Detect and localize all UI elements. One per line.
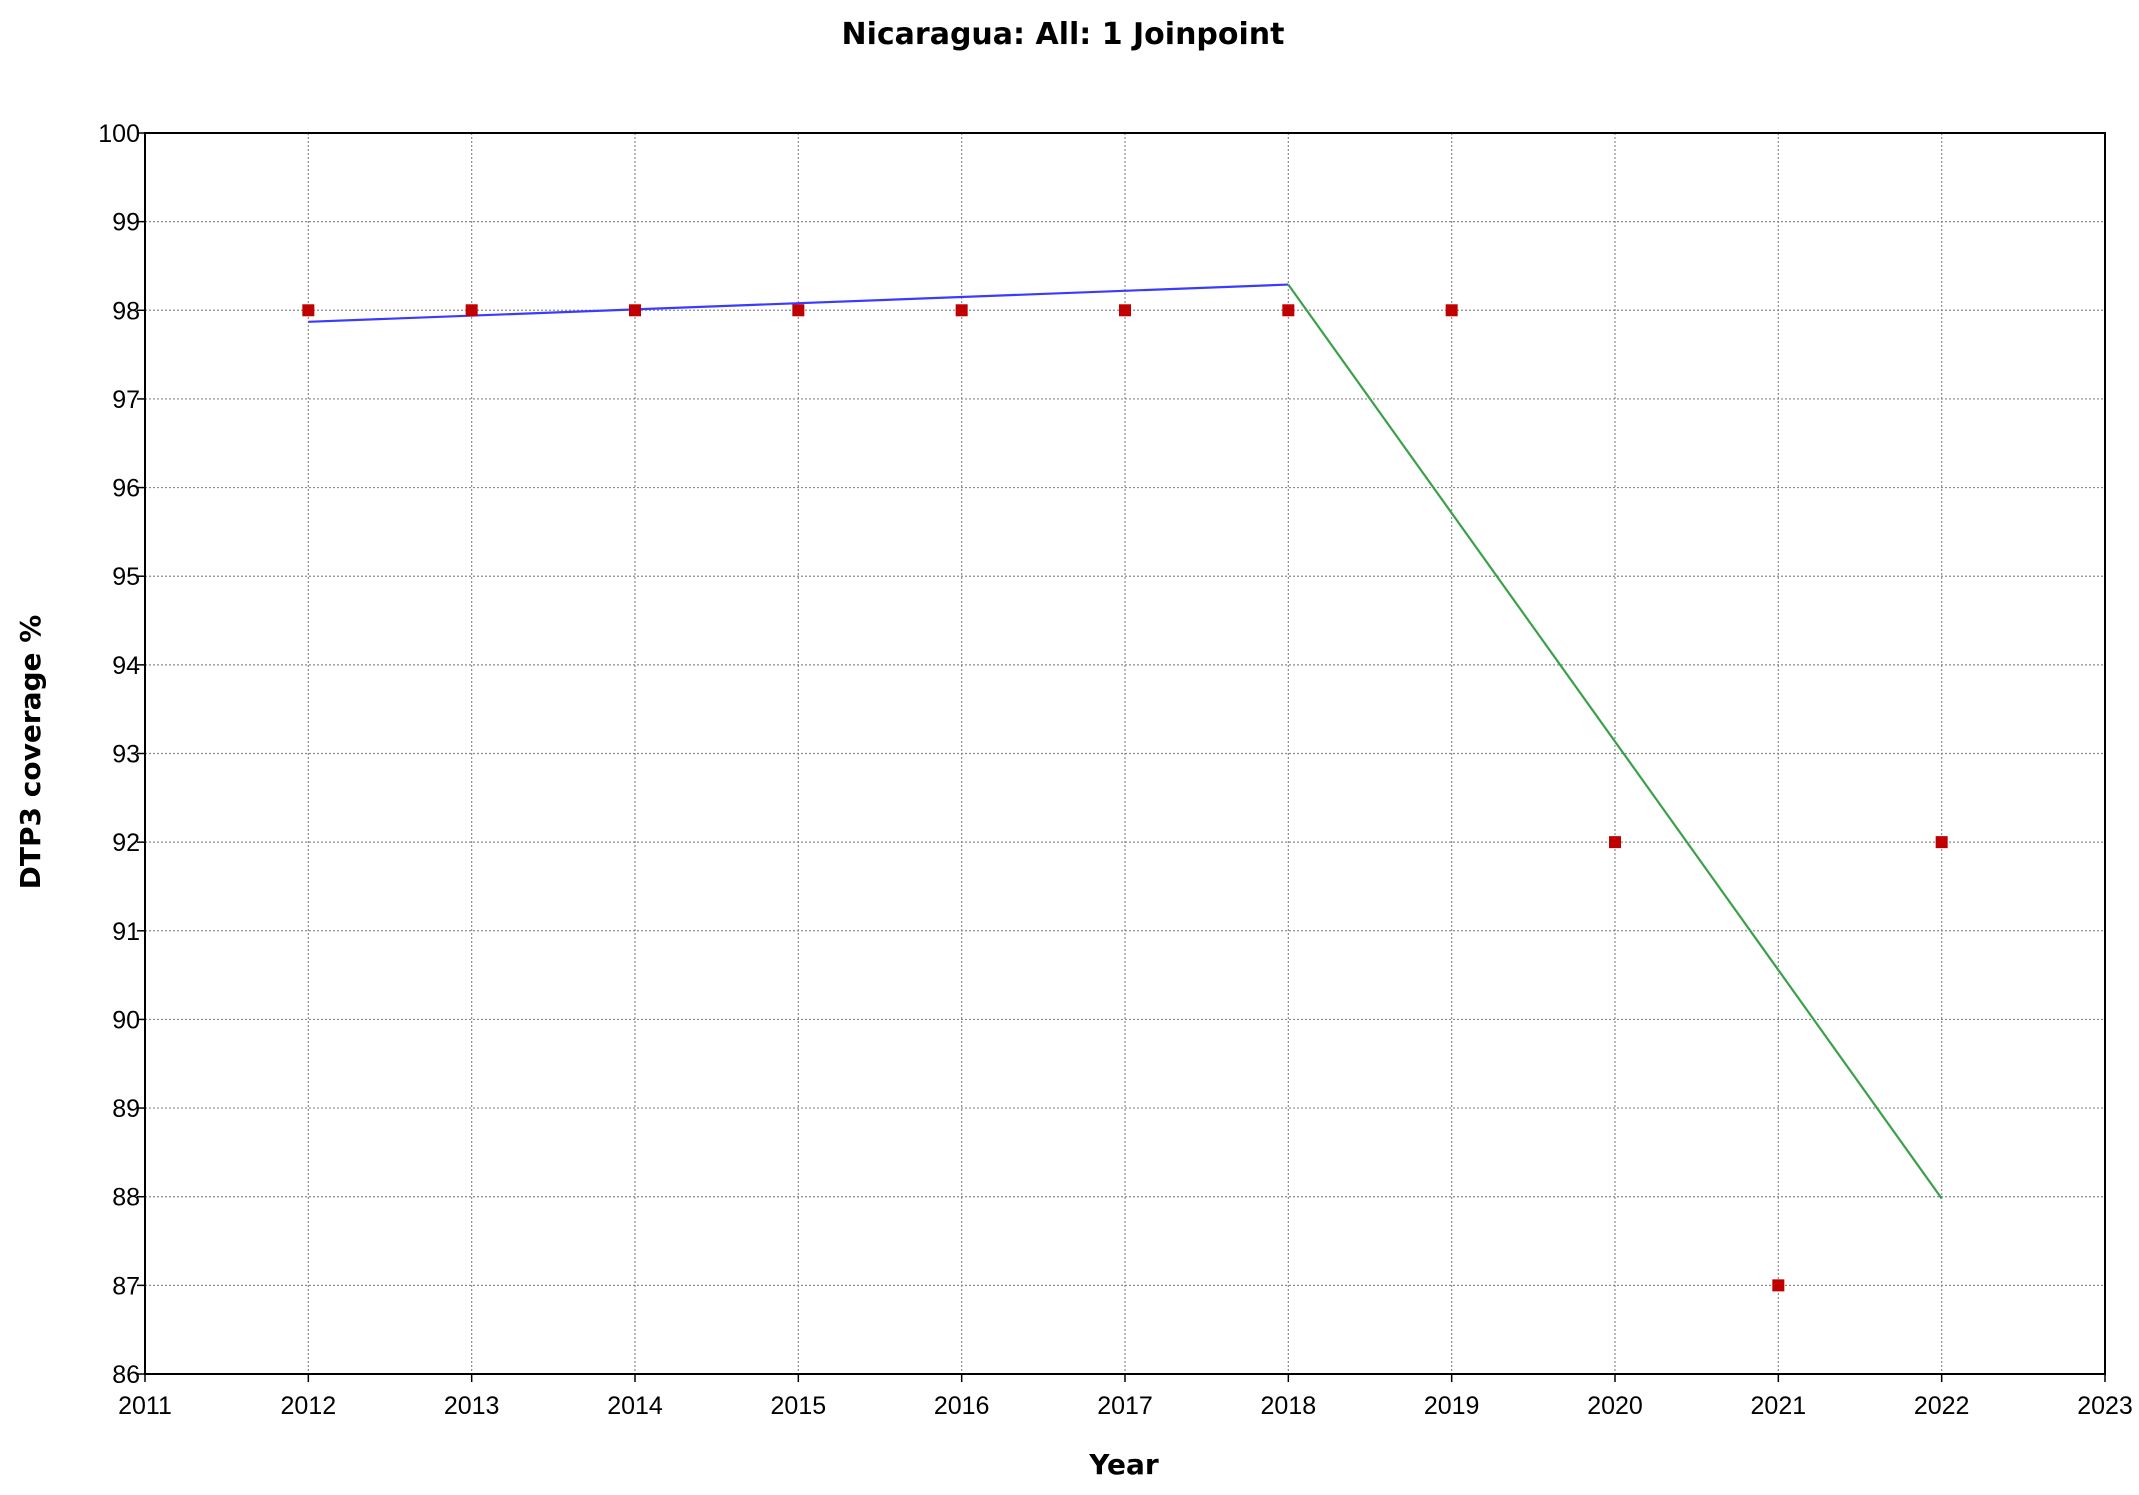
x-tick-label: 2016	[934, 1392, 990, 1420]
x-tick-label: 2013	[444, 1392, 500, 1420]
y-tick-label: 92	[112, 829, 140, 857]
observed-point	[1119, 304, 1131, 317]
y-tick-label: 87	[112, 1272, 140, 1300]
x-tick-label: 2019	[1424, 1392, 1480, 1420]
x-tick-label: 2021	[1751, 1392, 1807, 1420]
y-tick-label: 93	[112, 741, 140, 769]
grid	[145, 133, 2105, 1374]
observed-point	[1282, 304, 1295, 317]
y-tick-label: 97	[112, 386, 140, 414]
observed-point	[465, 304, 478, 317]
observed-point	[1935, 836, 1948, 849]
y-tick-label: 96	[112, 475, 140, 503]
y-axis-label: DTP3 coverage %	[14, 615, 47, 890]
observed-points	[302, 304, 1948, 1292]
y-tick-label: 95	[112, 563, 140, 591]
observed-point	[1445, 304, 1458, 317]
y-tick-label: 100	[98, 120, 140, 148]
y-tick-label: 91	[112, 918, 140, 946]
y-axis-ticks: 86 87 88 89 90 91 92 93 94 95 96 97 98 99 100	[98, 120, 145, 1389]
y-tick-label: 99	[112, 209, 140, 237]
observed-point	[1609, 836, 1621, 849]
observed-point	[1772, 1279, 1785, 1292]
chart-title: Nicaragua: All: 1 Joinpoint	[842, 17, 1285, 52]
x-tick-label: 2020	[1587, 1392, 1643, 1420]
y-tick-label: 94	[112, 652, 140, 680]
observed-point	[629, 304, 641, 317]
x-tick-label: 2012	[281, 1392, 337, 1420]
x-tick-label: 2017	[1097, 1392, 1153, 1420]
x-tick-label: 2015	[771, 1392, 827, 1420]
x-tick-label: 2023	[2077, 1392, 2133, 1420]
y-tick-label: 88	[112, 1184, 140, 1212]
x-tick-label: 2011	[118, 1392, 172, 1420]
y-tick-label: 86	[112, 1361, 140, 1389]
observed-point	[302, 304, 315, 317]
x-tick-label: 2018	[1261, 1392, 1317, 1420]
y-tick-label: 89	[112, 1095, 140, 1123]
x-axis-label: Year	[1088, 1448, 1159, 1481]
x-tick-label: 2014	[607, 1392, 663, 1420]
observed-point	[792, 304, 805, 317]
y-tick-label: 98	[112, 297, 140, 325]
observed-point	[955, 304, 968, 317]
x-tick-label: 2022	[1914, 1392, 1970, 1420]
joinpoint-segment-2	[1287, 283, 1943, 1200]
y-tick-label: 90	[112, 1006, 140, 1034]
x-axis-ticks: 2011 2012 2013 2014 2015 2016 2017 2018 2019 2020…	[118, 1374, 2133, 1420]
